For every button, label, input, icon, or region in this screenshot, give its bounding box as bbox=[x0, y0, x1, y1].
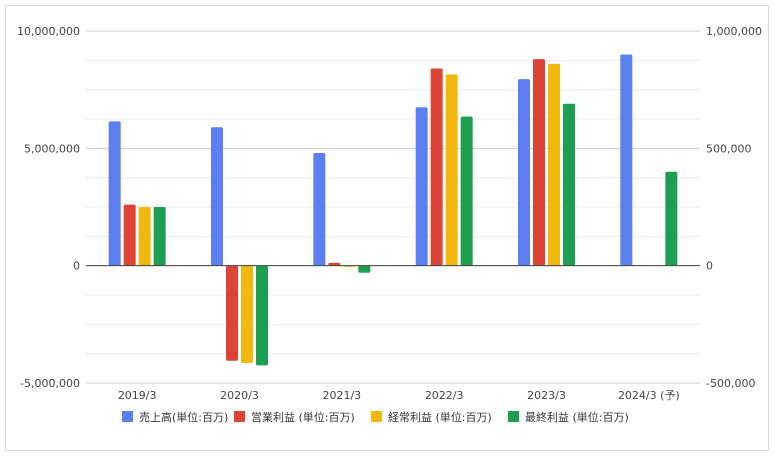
right-axis-tick-label: 0 bbox=[706, 260, 713, 273]
bar bbox=[153, 207, 166, 266]
right-axis-tick-label: 500,000 bbox=[706, 142, 752, 155]
bar bbox=[313, 153, 326, 266]
left-axis-tick-label: -5,000,000 bbox=[20, 377, 80, 390]
bar bbox=[123, 204, 136, 266]
bar bbox=[415, 107, 428, 266]
right-axis-tick-label: -500,000 bbox=[706, 377, 755, 390]
category-label: 2022/3 bbox=[425, 389, 464, 402]
bar bbox=[563, 103, 575, 266]
left-axis-tick-label: 10,000,000 bbox=[17, 25, 80, 38]
left-axis-labels: 10,000,000 5,000,000 0 -5,000,000 bbox=[17, 25, 80, 390]
bar bbox=[211, 127, 223, 266]
bar bbox=[328, 262, 341, 266]
left-axis-tick-label: 0 bbox=[73, 260, 80, 273]
bar bbox=[430, 68, 443, 266]
bar bbox=[108, 121, 121, 266]
category-labels: 2019/3 2020/3 2021/3 2022/3 2023/3 2024/3 (予) bbox=[118, 389, 680, 402]
legend-label: 売上高(単位:百万) bbox=[139, 410, 228, 424]
gridlines bbox=[86, 30, 700, 384]
legend-label: 経常利益 (単位:百万) bbox=[388, 410, 492, 424]
bar bbox=[533, 59, 545, 266]
bar bbox=[226, 265, 238, 361]
right-axis-labels: 1,000,000 500,000 0 -500,000 bbox=[706, 25, 762, 390]
right-axis-tick-label: 1,000,000 bbox=[706, 25, 762, 38]
legend-swatch bbox=[234, 411, 245, 422]
bar bbox=[256, 265, 268, 366]
bar bbox=[138, 207, 151, 266]
bar bbox=[518, 79, 530, 266]
category-label: 2020/3 bbox=[220, 389, 259, 402]
category-label: 2021/3 bbox=[322, 389, 361, 402]
legend-swatch bbox=[371, 411, 382, 422]
bar bbox=[358, 265, 371, 273]
bar bbox=[460, 116, 473, 266]
category-label: 2019/3 bbox=[118, 389, 157, 402]
legend-swatch bbox=[508, 411, 519, 422]
bar bbox=[665, 171, 678, 266]
bars bbox=[108, 54, 678, 366]
legend: 売上高(単位:百万) 営業利益 (単位:百万) 経常利益 (単位:百万) 最終利益 (… bbox=[122, 410, 629, 424]
legend-label: 最終利益 (単位:百万) bbox=[525, 410, 629, 424]
bar bbox=[445, 74, 458, 266]
legend-swatch bbox=[122, 411, 133, 422]
bar bbox=[620, 54, 633, 266]
bar bbox=[241, 265, 253, 364]
category-label: 2024/3 (予) bbox=[618, 389, 680, 402]
legend-label: 営業利益 (単位:百万) bbox=[251, 410, 355, 424]
category-label: 2023/3 bbox=[527, 389, 566, 402]
left-axis-tick-label: 5,000,000 bbox=[24, 142, 80, 155]
bar bbox=[548, 63, 560, 266]
